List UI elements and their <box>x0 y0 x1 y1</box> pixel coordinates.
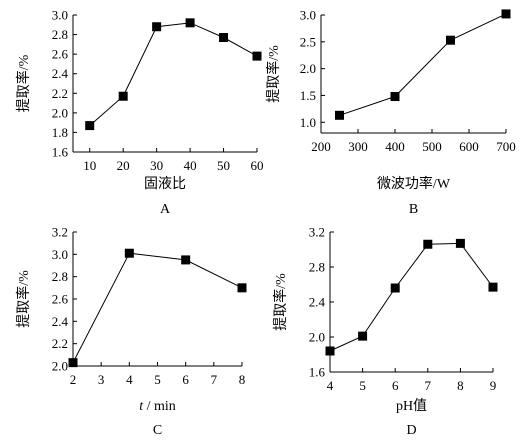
panel-b-y-tick-label: 2.5 <box>300 34 316 49</box>
panel-c-x-tick-label: 2 <box>70 372 77 387</box>
panel-d-data-point <box>423 239 433 249</box>
panel-b-x-tick-label: 500 <box>422 139 442 154</box>
panel-b-x-tick-label: 700 <box>496 139 516 154</box>
panel-c-data-point <box>68 358 78 368</box>
panel-a-data-point <box>152 22 162 32</box>
panel-c-x-tick-label: 6 <box>182 372 189 387</box>
panel-b-x-tick-label: 300 <box>348 139 368 154</box>
panel-a-data-point <box>118 91 128 101</box>
panel-a-letter: A <box>160 202 171 217</box>
panel-a-x-tick-label: 30 <box>150 158 163 173</box>
panel-a-x-axis-label: 固液比 <box>144 176 186 192</box>
panel-b-y-tick-label: 1.0 <box>300 115 316 130</box>
panel-d-x-tick-label: 8 <box>457 378 464 393</box>
panel-c-x-tick-label: 4 <box>126 372 133 387</box>
panel-c-x-tick-label: 8 <box>239 372 246 387</box>
panel-b-letter: B <box>409 202 418 217</box>
panel-c-y-tick-label: 3.2 <box>52 225 68 240</box>
panel-c-data-point <box>124 248 134 258</box>
panel-c-y-tick-label: 2.2 <box>52 336 68 351</box>
panel-a-x-tick-label: 50 <box>217 158 230 173</box>
panel-a-x-tick-label: 60 <box>251 158 264 173</box>
panel-d-x-tick-label: 5 <box>359 378 366 393</box>
panel-d-y-tick-label: 2.4 <box>309 295 326 310</box>
panel-c-data-point <box>237 283 247 293</box>
panel-c-y-tick-label: 3.0 <box>52 247 68 262</box>
panel-d-x-tick-label: 7 <box>425 378 432 393</box>
panel-a-x-tick-label: 40 <box>184 158 197 173</box>
panel-d-x-tick-label: 6 <box>392 378 399 393</box>
panel-d-data-point <box>455 238 465 248</box>
panel-d-x-axis-label: pH值 <box>396 398 427 414</box>
panel-b-x-tick-label: 600 <box>459 139 479 154</box>
panel-d-data-point <box>488 282 498 292</box>
panel-c-y-tick-label: 2.4 <box>52 314 69 329</box>
panel-d-y-axis-label: 提取率/% <box>272 273 289 331</box>
panel-b-data-point <box>501 9 511 19</box>
panel-d-y-tick-label: 2.8 <box>309 260 325 275</box>
panel-a-x-tick-label: 10 <box>83 158 96 173</box>
panel-d-letter: D <box>406 423 416 438</box>
panel-d-data-point <box>358 331 368 341</box>
panel-b-data-point <box>390 92 400 102</box>
panel-a-y-tick-label: 2.2 <box>52 86 68 101</box>
panel-d-y-tick-label: 1.6 <box>309 365 326 380</box>
panel-c-x-axis-label: t / min <box>139 399 176 414</box>
panel-a-y-tick-label: 2.4 <box>52 66 69 81</box>
panel-d-data-point <box>325 346 335 356</box>
panel-c-y-axis-label: 提取率/% <box>15 270 32 328</box>
panel-a-y-tick-label: 1.8 <box>52 125 68 140</box>
panel-c-x-tick-label: 3 <box>98 372 105 387</box>
panel-d-y-tick-label: 2.0 <box>309 330 325 345</box>
panel-c-x-tick-label: 7 <box>211 372 218 387</box>
panel-a-y-tick-label: 1.6 <box>52 145 69 160</box>
panel-b-x-tick-label: 400 <box>385 139 405 154</box>
panel-c-y-tick-label: 2.8 <box>52 269 68 284</box>
panel-b-data-point <box>446 35 455 45</box>
panel-c-series-line <box>72 252 243 363</box>
panel-b-data-point <box>335 110 344 120</box>
panel-b-x-tick-label: 200 <box>311 139 331 154</box>
panel-c-y-tick-label: 2.6 <box>52 292 69 307</box>
panel-b-x-axis-label: 微波功率/W <box>377 175 451 192</box>
panel-d-y-tick-label: 3.2 <box>309 225 325 240</box>
panel-a-y-axis-label: 提取率/% <box>15 54 32 112</box>
panel-a-data-point <box>219 33 229 43</box>
panel-b-y-tick-label: 2.0 <box>300 61 316 76</box>
panel-a-y-tick-label: 2.6 <box>52 47 69 62</box>
panel-a-series-line <box>89 22 258 126</box>
panel-a-data-point <box>185 18 195 28</box>
panel-b-y-tick-label: 1.5 <box>300 88 316 103</box>
panel-a-data-point <box>85 121 95 131</box>
panel-c-letter: C <box>153 423 162 438</box>
panel-d-x-tick-label: 9 <box>490 378 497 393</box>
panel-a-x-tick-label: 20 <box>117 158 130 173</box>
panel-a-y-tick-label: 3.0 <box>52 8 68 23</box>
panel-c-x-tick-label: 5 <box>154 372 161 387</box>
panel-d-data-point <box>390 283 400 293</box>
panel-b-y-tick-label: 3.0 <box>300 8 316 23</box>
panel-d-x-tick-label: 4 <box>327 378 334 393</box>
panel-d-series-line <box>329 242 494 352</box>
panel-c-data-point <box>181 255 191 265</box>
panel-b-y-axis-label: 提取率/% <box>265 45 282 103</box>
panel-a-y-tick-label: 2.8 <box>52 27 68 42</box>
panel-a-y-tick-label: 2.0 <box>52 105 68 120</box>
panel-a-data-point <box>252 51 262 61</box>
panel-c-y-tick-label: 2.0 <box>52 359 68 374</box>
panel-b-series-line <box>339 13 507 116</box>
